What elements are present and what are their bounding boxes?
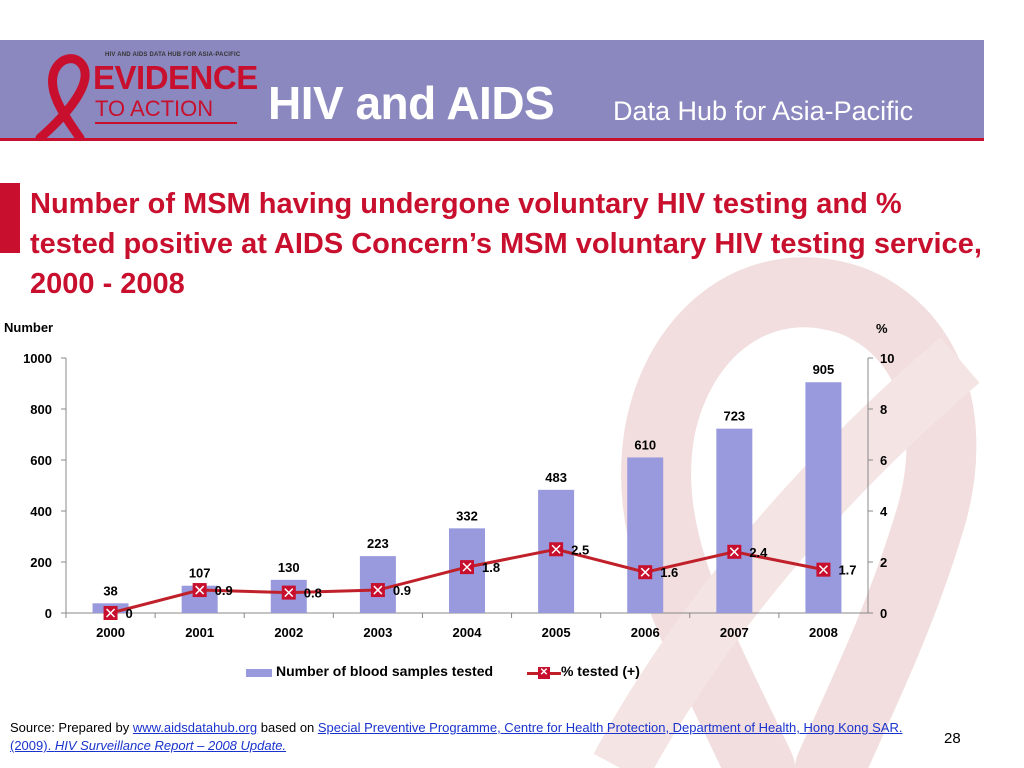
bar-value-label: 223 — [367, 536, 389, 551]
line-value-label: 0.8 — [304, 586, 322, 601]
bar-value-label: 905 — [813, 362, 835, 377]
line-point-cross — [462, 562, 472, 572]
evidence-to-action-logo: HIV AND AIDS DATA HUB FOR ASIA-PACIFIC E… — [10, 40, 258, 138]
source-note: Source: Prepared by www.aidsdatahub.org … — [10, 719, 940, 755]
line-point-cross — [195, 585, 205, 595]
logo-underline — [95, 122, 237, 124]
y-left-tick-label: 400 — [30, 504, 52, 519]
y-right-tick-label: 8 — [880, 402, 887, 417]
x-tick-label: 2002 — [274, 625, 303, 640]
bar-value-label: 130 — [278, 560, 300, 575]
legend-bar-swatch — [246, 668, 272, 677]
bar-value-label: 38 — [103, 583, 117, 598]
line-value-label: 2.4 — [749, 545, 768, 560]
legend-line-swatch: ✕ — [526, 666, 561, 679]
bar — [627, 457, 664, 613]
x-tick-label: 2003 — [363, 625, 392, 640]
line-value-label: 1.7 — [838, 563, 856, 578]
legend-item-bars: Number of blood samples tested — [246, 663, 493, 679]
y-left-tick-label: 600 — [30, 453, 52, 468]
bar-value-label: 610 — [634, 437, 656, 452]
source-prefix: Source: Prepared by — [10, 720, 133, 735]
bar-value-label: 332 — [456, 508, 478, 523]
source-link-report-text: Special Preventive Programme, Centre for… — [10, 720, 903, 753]
x-tick-label: 2000 — [96, 625, 125, 640]
line-point-cross — [640, 567, 650, 577]
bar — [716, 428, 753, 613]
x-tick-label: 2004 — [453, 625, 483, 640]
bar — [805, 382, 842, 613]
line-value-label: 1.6 — [660, 565, 678, 580]
line-point-cross — [284, 588, 294, 598]
source-link-aidsdatahub[interactable]: www.aidsdatahub.org — [132, 720, 258, 735]
line-point-cross — [551, 544, 561, 554]
x-tick-label: 2006 — [631, 625, 660, 640]
header-subtitle: Data Hub for Asia-Pacific — [613, 96, 914, 126]
line-value-label: 0 — [126, 606, 133, 621]
source-link-report[interactable]: Special Preventive Programme, Centre for… — [10, 720, 902, 753]
logo-to-action: TO ACTION — [95, 96, 214, 121]
line-value-label: 0.9 — [215, 583, 233, 598]
line-point-cross — [106, 608, 116, 618]
y-right-tick-label: 2 — [880, 555, 887, 570]
header-banner: HIV AND AIDS DATA HUB FOR ASIA-PACIFIC E… — [0, 40, 984, 141]
y-left-tick-label: 200 — [30, 555, 52, 570]
line-point-cross — [818, 565, 828, 575]
source-link-report-title: HIV Surveillance Report – 2008 Update. — [54, 738, 287, 753]
legend-line-label: % tested (+) — [560, 663, 640, 680]
logo-evidence: EVIDENCE — [93, 59, 258, 96]
red-ribbon-icon — [35, 54, 90, 138]
x-tick-label: 2001 — [185, 625, 214, 640]
logo-small-text: HIV AND AIDS DATA HUB FOR ASIA-PACIFIC — [105, 52, 241, 58]
y-right-axis-title: % — [876, 321, 888, 336]
x-tick-label: 2007 — [720, 625, 749, 640]
line-value-label: 0.9 — [393, 583, 411, 598]
header-title: HIV and AIDS — [268, 77, 555, 129]
y-left-axis-title: Number — [4, 320, 53, 335]
page-number: 28 — [944, 730, 961, 747]
chart-legend: Number of blood samples tested ✕% tested… — [246, 662, 670, 679]
x-tick-label: 2008 — [809, 625, 838, 640]
legend-bars-label: Number of blood samples tested — [276, 663, 494, 680]
y-left-tick-label: 800 — [30, 402, 52, 417]
bar-value-label: 723 — [723, 409, 745, 424]
line-value-label: 1.8 — [482, 560, 500, 575]
line-point-cross — [373, 585, 383, 595]
source-middle: based on — [257, 720, 318, 735]
chart-title: Number of MSM having undergone voluntary… — [30, 188, 982, 300]
line-value-label: 2.5 — [571, 542, 589, 557]
y-right-tick-label: 0 — [880, 606, 887, 621]
y-right-tick-label: 10 — [880, 351, 894, 366]
title-accent-bar — [0, 183, 20, 253]
bar-value-label: 483 — [545, 470, 567, 485]
x-tick-label: 2005 — [542, 625, 571, 640]
y-right-tick-label: 4 — [880, 504, 888, 519]
y-right-tick-label: 6 — [880, 453, 887, 468]
y-left-tick-label: 1000 — [23, 351, 52, 366]
bar-value-label: 107 — [189, 566, 211, 581]
line-point-cross — [729, 547, 739, 557]
y-left-tick-label: 0 — [45, 606, 52, 621]
legend-item-line: ✕% tested (+) — [526, 663, 640, 680]
